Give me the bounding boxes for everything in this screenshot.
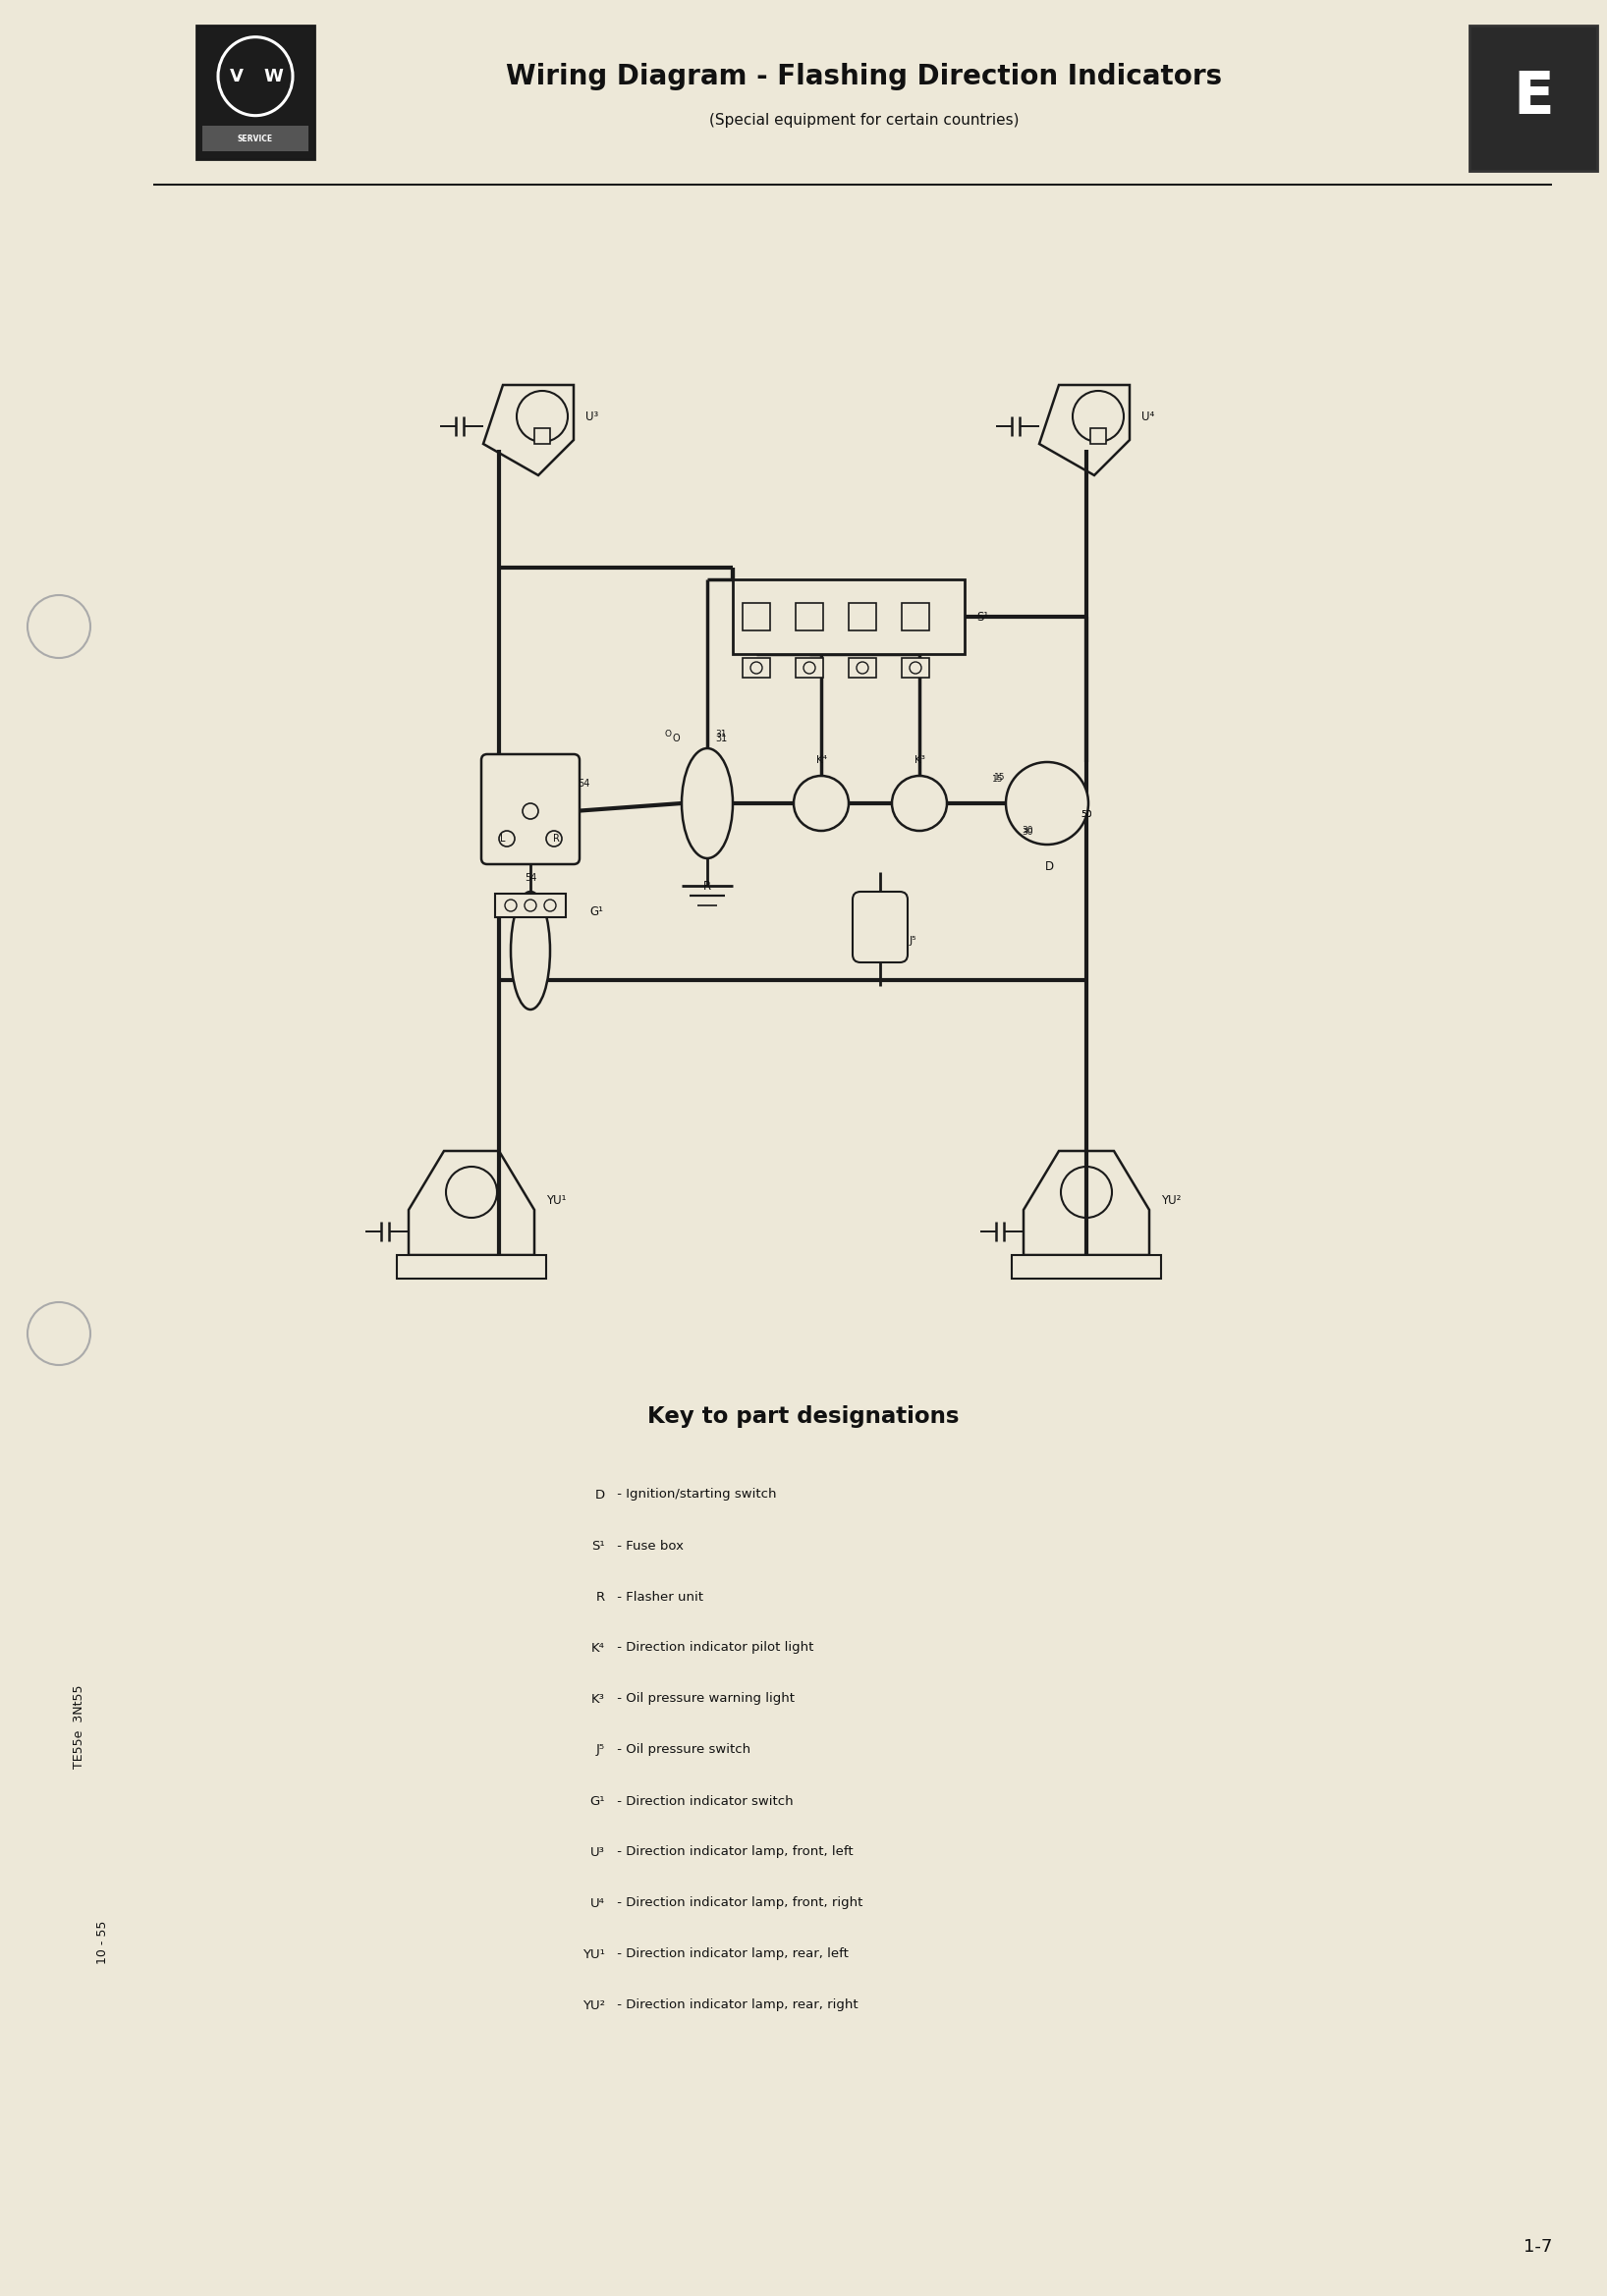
Text: - Direction indicator lamp, front, left: - Direction indicator lamp, front, left (612, 1846, 853, 1857)
Bar (848, 659, 876, 677)
Bar (848, 604, 876, 631)
Text: R: R (704, 879, 712, 893)
Circle shape (910, 661, 921, 673)
Text: 10 - 55: 10 - 55 (96, 1922, 109, 1965)
Text: 30: 30 (1022, 827, 1033, 836)
Text: U⁴: U⁴ (590, 1896, 606, 1910)
Bar (495, 893, 566, 916)
Text: - Fuse box: - Fuse box (612, 1538, 683, 1552)
Bar (196, 25, 315, 158)
Text: YU²: YU² (1160, 1194, 1181, 1205)
Text: V: V (230, 67, 244, 85)
Text: R: R (596, 1591, 606, 1603)
Bar (795, 604, 823, 631)
Ellipse shape (1006, 762, 1088, 845)
Circle shape (505, 900, 517, 912)
Text: G¹: G¹ (590, 1795, 606, 1807)
Circle shape (522, 804, 538, 820)
Text: - Direction indicator lamp, rear, right: - Direction indicator lamp, rear, right (612, 2000, 858, 2011)
Text: 31: 31 (715, 730, 726, 739)
Circle shape (857, 661, 868, 673)
Bar (202, 126, 309, 152)
Bar (733, 579, 964, 654)
Text: - Ignition/starting switch: - Ignition/starting switch (612, 1488, 776, 1502)
Text: K⁴: K⁴ (591, 1642, 606, 1653)
Text: U⁴: U⁴ (1141, 411, 1154, 422)
Text: K³: K³ (591, 1692, 606, 1706)
Ellipse shape (681, 748, 733, 859)
Text: L: L (500, 833, 506, 843)
Text: (Special equipment for certain countries): (Special equipment for certain countries… (709, 113, 1019, 126)
Circle shape (546, 831, 562, 847)
Text: Wiring Diagram - Flashing Direction Indicators: Wiring Diagram - Flashing Direction Indi… (506, 62, 1223, 90)
Text: - Oil pressure warning light: - Oil pressure warning light (612, 1692, 794, 1706)
Bar (902, 604, 929, 631)
Text: W: W (264, 67, 283, 85)
Text: U³: U³ (585, 411, 598, 422)
Circle shape (794, 776, 848, 831)
Bar (1469, 25, 1597, 170)
Text: 15: 15 (993, 776, 1004, 785)
Text: S¹: S¹ (977, 611, 988, 622)
Circle shape (750, 661, 762, 673)
Text: SERVICE: SERVICE (238, 135, 273, 145)
Bar (742, 604, 770, 631)
Bar (902, 659, 929, 677)
Circle shape (545, 900, 556, 912)
Text: 15: 15 (995, 774, 1006, 783)
Text: 30: 30 (1022, 829, 1033, 838)
Text: YU²: YU² (582, 2000, 606, 2011)
Text: J⁵: J⁵ (596, 1743, 606, 1756)
Circle shape (500, 831, 514, 847)
Text: 54: 54 (524, 872, 537, 884)
Text: 50: 50 (1082, 810, 1093, 820)
Text: K³: K³ (914, 755, 924, 765)
Text: R: R (553, 833, 559, 843)
Bar (795, 659, 823, 677)
Text: D: D (595, 1488, 606, 1502)
Circle shape (524, 900, 537, 912)
Text: - Direction indicator pilot light: - Direction indicator pilot light (612, 1642, 813, 1653)
Text: 54: 54 (577, 778, 590, 788)
Bar (742, 659, 770, 677)
Text: 31: 31 (715, 735, 726, 744)
Text: - Flasher unit: - Flasher unit (612, 1591, 704, 1603)
Text: U³: U³ (590, 1846, 606, 1857)
Text: J⁵: J⁵ (910, 937, 918, 946)
Text: - Direction indicator lamp, rear, left: - Direction indicator lamp, rear, left (612, 1947, 848, 1961)
Text: 50: 50 (1082, 810, 1093, 820)
Text: 1-7: 1-7 (1523, 2239, 1552, 2255)
Text: - Oil pressure switch: - Oil pressure switch (612, 1743, 750, 1756)
Text: S¹: S¹ (591, 1538, 606, 1552)
Bar (397, 1256, 546, 1279)
Text: TE55e  3Nt55: TE55e 3Nt55 (72, 1685, 85, 1768)
Text: O: O (672, 735, 680, 744)
Bar (1090, 427, 1106, 443)
Text: - Direction indicator switch: - Direction indicator switch (612, 1795, 794, 1807)
Text: YU¹: YU¹ (546, 1194, 566, 1205)
Text: G¹: G¹ (590, 905, 603, 918)
Bar (535, 427, 550, 443)
Bar (1012, 1256, 1160, 1279)
Ellipse shape (511, 891, 550, 1010)
Text: O: O (665, 730, 672, 739)
Text: E: E (1512, 69, 1554, 126)
Text: D: D (1045, 859, 1054, 872)
Circle shape (892, 776, 947, 831)
Text: YU¹: YU¹ (583, 1947, 606, 1961)
FancyBboxPatch shape (482, 753, 580, 863)
FancyBboxPatch shape (853, 891, 908, 962)
Circle shape (804, 661, 815, 673)
Text: Key to part designations: Key to part designations (648, 1405, 959, 1428)
Text: - Direction indicator lamp, front, right: - Direction indicator lamp, front, right (612, 1896, 863, 1910)
Text: K⁴: K⁴ (816, 755, 826, 765)
